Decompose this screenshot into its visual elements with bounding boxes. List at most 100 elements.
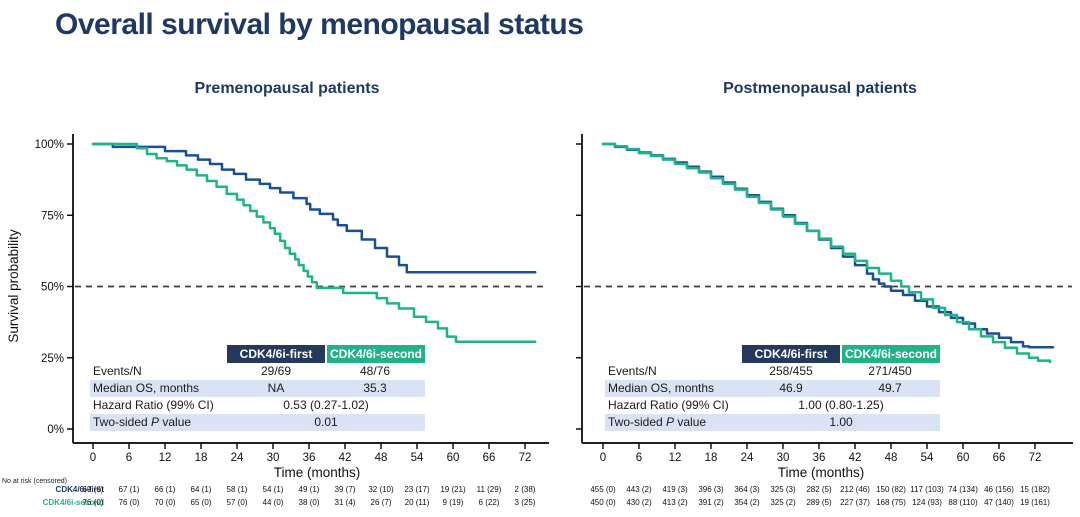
at-risk-value: 58 (1) — [226, 485, 248, 494]
x-tick-label: 0 — [600, 452, 606, 464]
at-risk-value: 450 (0) — [590, 498, 616, 507]
p-label-post: value — [674, 415, 707, 429]
legend-cdk46i-first: CDK4/6i-first — [742, 345, 840, 363]
stats-row-label: Two-sided P value — [605, 414, 742, 431]
at-risk-value: 150 (82) — [876, 485, 906, 494]
at-risk-value: 413 (2) — [662, 498, 688, 507]
stats-value: 271/450 — [868, 364, 912, 378]
p-label-italic: P — [151, 415, 160, 429]
y-tick-label: 100% — [35, 139, 64, 151]
stats-row-label: Two-sided P value — [90, 414, 227, 431]
x-tick-label: 48 — [375, 452, 388, 464]
stats-value: 1.00 (0.80-1.25) — [798, 398, 884, 412]
stats-row-events: Events/N 258/455 271/450 — [605, 363, 940, 380]
stats-value: 46.9 — [779, 381, 803, 395]
at-risk-value: 76 (0) — [82, 498, 104, 507]
at-risk-heading: No at risk (censored) — [2, 478, 67, 485]
at-risk-value: 212 (46) — [840, 485, 870, 494]
stats-row-hazard-ratio: Hazard Ratio (99% CI) 0.53 (0.27-1.02) — [90, 397, 425, 414]
at-risk-label-cdk46i-first: CDK4/6i-first — [55, 485, 104, 494]
at-risk-value: 38 (0) — [298, 498, 320, 507]
legend-cdk46i-second: CDK4/6i-second — [842, 345, 940, 363]
y-axis-title: Survival probability — [6, 229, 21, 343]
x-tick-label: 30 — [267, 452, 280, 464]
at-risk-value: 31 (4) — [334, 498, 356, 507]
stats-table-postmenopausal: CDK4/6i-first CDK4/6i-second Events/N 25… — [605, 345, 940, 431]
stats-row-events: Events/N 29/69 48/76 — [90, 363, 425, 380]
at-risk-value: 430 (2) — [626, 498, 652, 507]
stats-row-label: Median OS, months — [93, 381, 200, 395]
at-risk-value: 391 (2) — [698, 498, 724, 507]
stats-value: 0.53 (0.27-1.02) — [283, 398, 369, 412]
x-tick-label: 72 — [519, 452, 532, 464]
km-curve-CDK4/6i-second — [91, 142, 537, 344]
stats-row-median-os: Median OS, months NA 35.3 — [90, 380, 425, 397]
stats-row-label: Median OS, months — [608, 381, 715, 395]
stats-row-label: Events/N — [93, 364, 142, 378]
at-risk-value: 2 (38) — [514, 485, 536, 494]
stats-value: 29/69 — [260, 364, 292, 378]
stats-header-row: CDK4/6i-first CDK4/6i-second — [90, 345, 425, 363]
at-risk-value: 168 (75) — [876, 498, 906, 507]
stats-value: 35.3 — [363, 381, 387, 395]
stats-row-p-value: Two-sided P value 1.00 — [605, 414, 940, 431]
stats-value: 48/76 — [359, 364, 391, 378]
stats-value: 258/455 — [769, 364, 813, 378]
stats-row-median-os: Median OS, months 46.9 49.7 — [605, 380, 940, 397]
at-risk-value: 66 (1) — [154, 485, 176, 494]
km-curve-CDK4/6i-first — [91, 142, 537, 274]
legend-cdk46i-second: CDK4/6i-second — [327, 345, 425, 363]
at-risk-value: 396 (3) — [698, 485, 724, 494]
at-risk-value: 23 (17) — [404, 485, 430, 494]
at-risk-value: 325 (3) — [770, 485, 796, 494]
at-risk-value: 65 (0) — [190, 498, 212, 507]
stats-value: 49.7 — [878, 381, 902, 395]
at-risk-value: 443 (2) — [626, 485, 652, 494]
x-tick-label: 60 — [957, 452, 970, 464]
y-tick-label: 0% — [47, 424, 64, 436]
panel-title-postmenopausal: Postmenopausal patients — [723, 80, 917, 97]
at-risk-value: 57 (0) — [226, 498, 248, 507]
x-tick-label: 12 — [669, 452, 682, 464]
at-risk-value: 64 (1) — [190, 485, 212, 494]
at-risk-value: 124 (93) — [912, 498, 942, 507]
at-risk-value: 67 (1) — [118, 485, 140, 494]
at-risk-value: 419 (3) — [662, 485, 688, 494]
at-risk-value: 46 (156) — [984, 485, 1014, 494]
x-tick-label: 54 — [921, 452, 934, 464]
at-risk-value: 44 (0) — [262, 498, 284, 507]
at-risk-value: 20 (11) — [404, 498, 430, 507]
km-curve-CDK4/6i-second — [601, 142, 1052, 364]
at-risk-value: 289 (5) — [806, 498, 832, 507]
at-risk-value: 117 (103) — [910, 485, 944, 494]
at-risk-value: 354 (2) — [734, 498, 760, 507]
at-risk-value: 76 (0) — [118, 498, 140, 507]
x-tick-label: 66 — [483, 452, 496, 464]
stats-row-label: Events/N — [608, 364, 657, 378]
legend-cdk46i-first: CDK4/6i-first — [227, 345, 325, 363]
x-tick-label: 0 — [90, 452, 96, 464]
at-risk-value: 26 (7) — [370, 498, 392, 507]
at-risk-value: 69 (0) — [82, 485, 104, 494]
x-tick-label: 54 — [411, 452, 424, 464]
stats-value: 0.01 — [314, 415, 338, 429]
panel-title-premenopausal: Premenopausal patients — [194, 80, 380, 97]
x-tick-label: 24 — [741, 452, 754, 464]
x-tick-label: 18 — [705, 452, 718, 464]
y-tick-label: 75% — [41, 210, 64, 222]
x-tick-label: 42 — [339, 452, 352, 464]
x-tick-label: 24 — [231, 452, 244, 464]
y-tick-label: 25% — [41, 353, 64, 365]
stats-row-p-value: Two-sided P value 0.01 — [90, 414, 425, 431]
at-risk-value: 3 (25) — [514, 498, 536, 507]
at-risk-label-cdk46i-second: CDK4/6i-second — [42, 498, 104, 507]
at-risk-value: 70 (0) — [154, 498, 176, 507]
at-risk-value: 282 (5) — [806, 485, 832, 494]
x-tick-label: 30 — [777, 452, 790, 464]
x-axis-title: Time (months) — [778, 465, 865, 480]
x-tick-label: 18 — [195, 452, 208, 464]
at-risk-value: 325 (2) — [770, 498, 796, 507]
at-risk-value: 9 (19) — [442, 498, 464, 507]
stats-row-hazard-ratio: Hazard Ratio (99% CI) 1.00 (0.80-1.25) — [605, 397, 940, 414]
